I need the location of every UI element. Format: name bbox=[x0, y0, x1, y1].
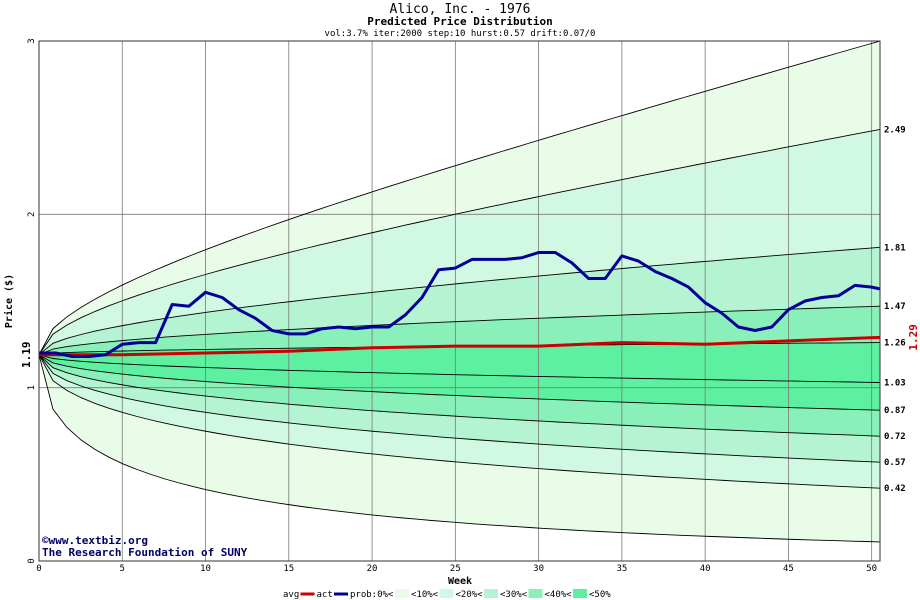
x-tick-label-0: 0 bbox=[36, 564, 41, 574]
legend-label-0: avg bbox=[283, 590, 299, 600]
legend-swatch-2 bbox=[395, 589, 409, 598]
percentile-curve-9 bbox=[39, 354, 880, 489]
x-tick-label-40: 40 bbox=[700, 564, 711, 574]
probability-band-5 bbox=[39, 354, 880, 411]
avg-series-line bbox=[39, 335, 880, 357]
percentile-curve-0 bbox=[39, 41, 880, 355]
x-tick-label-35: 35 bbox=[616, 564, 627, 574]
x-tick-label-20: 20 bbox=[367, 564, 378, 574]
probability-band-9 bbox=[39, 354, 880, 542]
band-end-label-5: 1.03 bbox=[884, 378, 906, 388]
x-axis-label: Week bbox=[448, 576, 472, 587]
legend-swatch-5 bbox=[528, 589, 543, 598]
probability-band-7 bbox=[39, 354, 880, 463]
percentile-curve-10 bbox=[39, 354, 880, 543]
legend-swatch-3 bbox=[439, 589, 454, 598]
band-end-label-3: 1.47 bbox=[884, 302, 906, 312]
probability-band-6 bbox=[39, 354, 880, 437]
chart-title: Alico, Inc. - 1976 bbox=[390, 2, 531, 17]
percentile-curve-1 bbox=[39, 128, 880, 355]
percentile-curve-8 bbox=[39, 354, 880, 463]
legend-label-4: <20%< bbox=[456, 590, 484, 600]
x-tick-label-50: 50 bbox=[866, 564, 877, 574]
end-avg-label: 1.29 bbox=[907, 324, 920, 351]
probability-band-8 bbox=[39, 354, 880, 489]
act-series-line bbox=[39, 251, 880, 358]
chart-params: vol:3.7% iter:2000 step:10 hurst:0.57 dr… bbox=[325, 29, 596, 39]
y-tick-label-0: 0 bbox=[27, 558, 37, 563]
chart-subtitle: Predicted Price Distribution bbox=[367, 15, 552, 28]
x-tick-label-25: 25 bbox=[450, 564, 461, 574]
legend-swatch-4 bbox=[484, 589, 498, 598]
y-tick-label-3: 3 bbox=[27, 38, 37, 43]
credit-line-1: ©www.textbiz.org bbox=[42, 534, 148, 547]
band-end-label-6: 0.87 bbox=[884, 406, 906, 416]
probability-band-0 bbox=[39, 41, 880, 355]
band-end-label-8: 0.57 bbox=[884, 458, 906, 468]
legend-label-5: <30%< bbox=[500, 590, 528, 600]
x-tick-label-10: 10 bbox=[200, 564, 211, 574]
percentile-curve-5 bbox=[39, 354, 880, 383]
band-end-label-2: 1.81 bbox=[884, 243, 906, 253]
band-end-label-1: 2.49 bbox=[884, 125, 906, 135]
legend-label-7: <50% bbox=[589, 590, 611, 600]
legend-label-6: <40%< bbox=[545, 590, 573, 600]
plot-area: 0 5 10 15 20 25 30 35 40 45 50 0 1 2 3 2.49 1.81 1.47 1.26… bbox=[20, 38, 920, 574]
percentile-curve-2 bbox=[39, 246, 880, 356]
plot-border bbox=[38, 40, 881, 562]
band-end-label-7: 0.72 bbox=[884, 432, 906, 442]
x-tick-label-5: 5 bbox=[120, 564, 125, 574]
credit-line-2: The Research Foundation of SUNY bbox=[42, 546, 248, 559]
x-tick-label-45: 45 bbox=[783, 564, 794, 574]
probability-band-1 bbox=[39, 129, 880, 355]
x-tick-label-15: 15 bbox=[283, 564, 294, 574]
x-tick-label-30: 30 bbox=[533, 564, 544, 574]
legend: avg act prob:0%< <10%< <20%< <30%< <40%< <50% bbox=[283, 589, 611, 600]
legend-label-1: act bbox=[317, 590, 333, 600]
band-end-label-4: 1.26 bbox=[884, 339, 906, 349]
percentile-curve-7 bbox=[39, 354, 880, 437]
y-tick-label-1: 1 bbox=[27, 385, 37, 390]
legend-swatch-6 bbox=[573, 589, 587, 598]
y-axis-label: Price ($) bbox=[3, 274, 15, 328]
percentile-curve-6 bbox=[39, 354, 880, 411]
legend-label-3: <10%< bbox=[411, 590, 439, 600]
legend-label-2: prob:0%< bbox=[350, 590, 394, 600]
percentile-curve-3 bbox=[39, 305, 880, 356]
start-price-label: 1.19 bbox=[20, 341, 33, 368]
y-tick-label-2: 2 bbox=[27, 212, 37, 217]
probability-band-2 bbox=[39, 247, 880, 355]
band-end-label-9: 0.42 bbox=[884, 484, 906, 494]
